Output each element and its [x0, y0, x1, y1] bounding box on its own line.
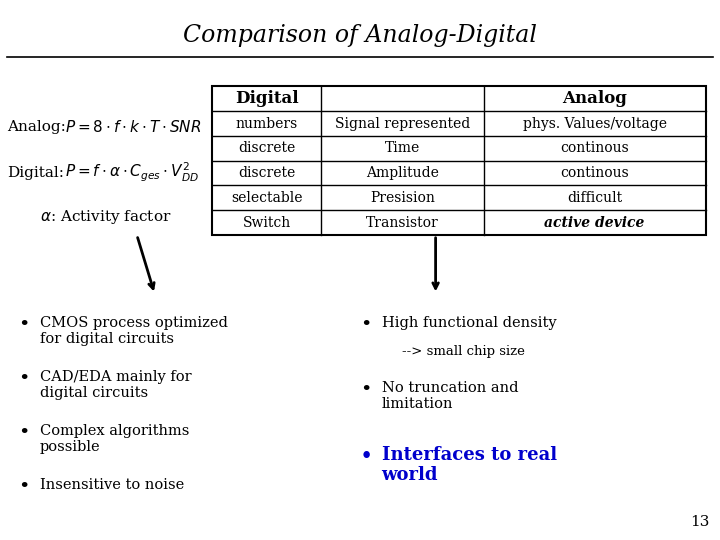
Text: --> small chip size: --> small chip size — [402, 345, 525, 357]
Text: No truncation and
limitation: No truncation and limitation — [382, 381, 518, 411]
Text: High functional density: High functional density — [382, 316, 557, 330]
Text: Time: Time — [384, 141, 420, 156]
Text: Insensitive to noise: Insensitive to noise — [40, 478, 184, 492]
Text: •: • — [360, 446, 373, 468]
Text: •: • — [18, 370, 30, 388]
Text: selectable: selectable — [231, 191, 302, 205]
Text: Digital: Digital — [235, 90, 299, 107]
Text: •: • — [18, 316, 30, 334]
Text: Interfaces to real
world: Interfaces to real world — [382, 446, 557, 484]
Text: CMOS process optimized
for digital circuits: CMOS process optimized for digital circu… — [40, 316, 228, 346]
Text: Transistor: Transistor — [366, 215, 438, 230]
Text: continous: continous — [560, 141, 629, 156]
Text: Presision: Presision — [370, 191, 435, 205]
Text: Analog: Analog — [562, 90, 627, 107]
Text: Comparison of Analog-Digital: Comparison of Analog-Digital — [183, 24, 537, 46]
Text: phys. Values/voltage: phys. Values/voltage — [523, 117, 667, 131]
Text: $P = f \cdot \alpha \cdot C_{ges} \cdot V_{DD}^{2}$: $P = f \cdot \alpha \cdot C_{ges} \cdot … — [65, 161, 199, 185]
Text: CAD/EDA mainly for
digital circuits: CAD/EDA mainly for digital circuits — [40, 370, 192, 400]
Text: $P = 8 \cdot f \cdot k \cdot T \cdot SNR$: $P = 8 \cdot f \cdot k \cdot T \cdot SNR… — [65, 119, 202, 135]
Text: Digital:: Digital: — [7, 166, 64, 180]
Text: •: • — [360, 316, 372, 334]
Text: •: • — [18, 424, 30, 442]
Text: Complex algorithms
possible: Complex algorithms possible — [40, 424, 189, 454]
Text: •: • — [18, 478, 30, 496]
Text: difficult: difficult — [567, 191, 622, 205]
Text: 13: 13 — [690, 515, 709, 529]
Text: active device: active device — [544, 215, 645, 230]
Text: Signal represented: Signal represented — [335, 117, 470, 131]
Text: Amplitude: Amplitude — [366, 166, 438, 180]
Text: Switch: Switch — [243, 215, 291, 230]
Text: continous: continous — [560, 166, 629, 180]
Bar — [212, 86, 706, 235]
Text: •: • — [360, 381, 372, 399]
Text: numbers: numbers — [235, 117, 298, 131]
Text: discrete: discrete — [238, 141, 295, 156]
Text: discrete: discrete — [238, 166, 295, 180]
Text: $\alpha$: Activity factor: $\alpha$: Activity factor — [40, 208, 171, 226]
Text: Analog:: Analog: — [7, 120, 66, 134]
